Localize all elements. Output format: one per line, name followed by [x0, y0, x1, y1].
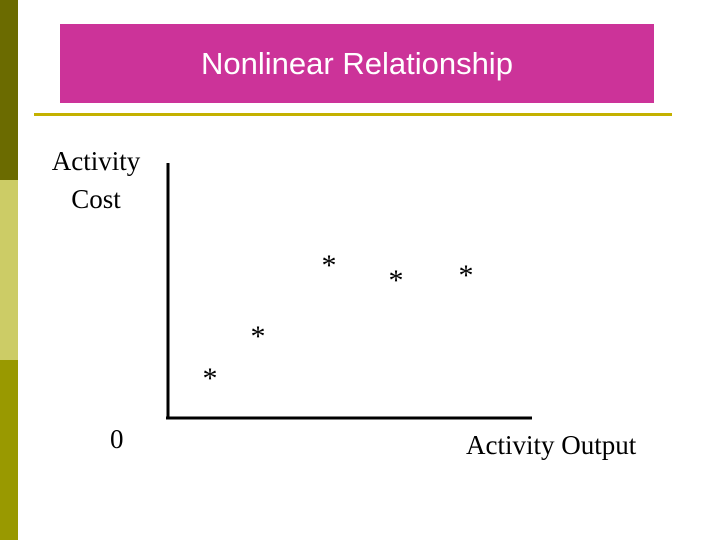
data-point-4: *: [389, 264, 404, 297]
data-points: * * * * *: [203, 249, 474, 395]
data-point-2: *: [251, 320, 266, 353]
origin-label: 0: [110, 424, 124, 454]
data-point-5: *: [459, 259, 474, 292]
title-banner: Nonlinear Relationship: [60, 24, 654, 103]
y-axis-label-line-2: Cost: [71, 184, 121, 214]
sidebar-segment-top: [0, 0, 18, 180]
slide-title: Nonlinear Relationship: [201, 45, 513, 81]
x-axis-label: Activity Output: [466, 430, 637, 460]
y-axis-label-line-1: Activity: [51, 146, 141, 176]
y-axis-label: Activity Cost: [30, 142, 162, 218]
sidebar-segment-middle: [0, 180, 18, 360]
data-point-1: *: [203, 362, 218, 395]
sidebar-segment-bottom: [0, 360, 18, 540]
title-underline: [34, 113, 672, 116]
data-point-3: *: [322, 249, 337, 282]
